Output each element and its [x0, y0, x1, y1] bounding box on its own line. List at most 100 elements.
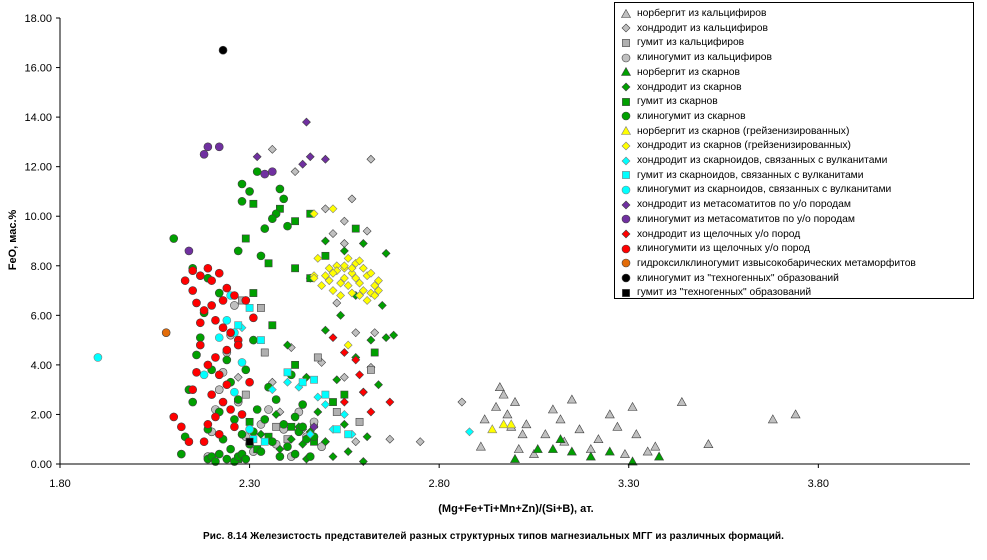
data-point [195, 318, 205, 328]
data-point [291, 360, 299, 369]
series-16 [169, 263, 258, 447]
data-point [237, 429, 247, 439]
legend-label: клиногумит из скарноидов, связанных с ву… [637, 184, 892, 196]
data-point [233, 340, 243, 350]
data-point [650, 441, 661, 451]
data-point [339, 239, 349, 248]
legend-marker [621, 259, 631, 268]
data-point [230, 387, 239, 397]
data-point [222, 454, 232, 464]
data-point [267, 144, 277, 154]
legend-marker [621, 23, 631, 33]
data-point [343, 340, 353, 350]
data-point [362, 296, 372, 305]
data-point [491, 401, 502, 411]
data-point [336, 310, 346, 320]
data-point [627, 456, 638, 466]
legend-marker-icon [621, 156, 631, 165]
data-point [642, 446, 653, 456]
legend-marker [621, 229, 631, 239]
data-point [332, 375, 342, 385]
data-point [370, 328, 380, 338]
data-point [347, 194, 357, 204]
legend-marker [621, 112, 631, 121]
legend-label: клиногумит из кальцифиров [637, 52, 772, 64]
data-point [415, 437, 425, 447]
legend-item: гумит из кальцифиров [619, 35, 744, 50]
data-point [320, 400, 330, 409]
data-point [230, 422, 239, 432]
data-point [211, 412, 220, 422]
data-point [339, 261, 349, 271]
data-point [192, 298, 201, 308]
data-point [199, 306, 209, 315]
data-point [203, 420, 213, 429]
data-point [241, 390, 250, 399]
legend-marker-icon [621, 141, 631, 151]
data-point [298, 400, 307, 409]
data-point [195, 340, 205, 350]
data-point [767, 414, 778, 424]
data-point [287, 422, 296, 431]
data-point [268, 321, 277, 330]
data-point [310, 375, 318, 384]
legend-label: гумит из скарнов [637, 96, 718, 108]
data-point [374, 276, 383, 286]
legend-marker-icon [621, 214, 631, 224]
data-point [245, 303, 254, 312]
legend-label: клиногумит из метасоматитов по у/о пород… [637, 213, 855, 225]
data-point [321, 390, 330, 399]
data-point [203, 263, 213, 273]
data-point [184, 437, 194, 447]
data-point [252, 405, 262, 414]
data-point [305, 152, 315, 162]
data-point [366, 268, 376, 278]
data-point [245, 187, 254, 196]
data-point [585, 451, 596, 461]
data-point [355, 417, 364, 426]
data-point [241, 234, 250, 243]
y-tick-label: 8.00 [31, 261, 52, 273]
data-point [161, 328, 171, 337]
data-point [290, 449, 300, 459]
legend-marker [622, 38, 630, 47]
y-tick-label: 6.00 [31, 310, 52, 322]
data-point [257, 336, 265, 345]
data-point [321, 251, 330, 260]
data-point [351, 437, 361, 447]
data-point [366, 154, 376, 164]
data-point [184, 246, 194, 256]
data-point [268, 167, 277, 176]
data-point [494, 382, 505, 391]
data-point [305, 429, 315, 439]
data-point [339, 348, 349, 357]
legend-marker-icon [621, 259, 631, 268]
y-tick-label: 4.00 [31, 360, 52, 372]
legend-label: норбергит из кальцифиров [637, 8, 767, 19]
data-point [332, 425, 341, 434]
legend-item: хондродит из кальцифиров [619, 21, 768, 36]
data-point [195, 271, 205, 280]
data-point [465, 427, 474, 437]
data-point [313, 253, 323, 263]
data-point [199, 149, 209, 159]
data-point [260, 224, 270, 233]
series-8 [487, 419, 517, 434]
legend-label: гумит из скарноидов, связанных с вулкани… [637, 169, 864, 181]
data-point [381, 248, 391, 258]
data-point [233, 395, 243, 404]
data-point [385, 434, 395, 444]
data-point [339, 273, 349, 283]
data-point [320, 204, 330, 214]
data-point [328, 286, 338, 295]
data-point [214, 333, 224, 342]
series-11 [234, 303, 353, 446]
legend-marker-icon [621, 200, 631, 210]
data-point [332, 298, 342, 308]
data-point [234, 321, 243, 330]
data-point [521, 419, 532, 429]
data-point [214, 142, 224, 152]
legend-item: гидроксилклиногумит извысокобарических м… [619, 256, 916, 271]
data-point [547, 404, 558, 414]
